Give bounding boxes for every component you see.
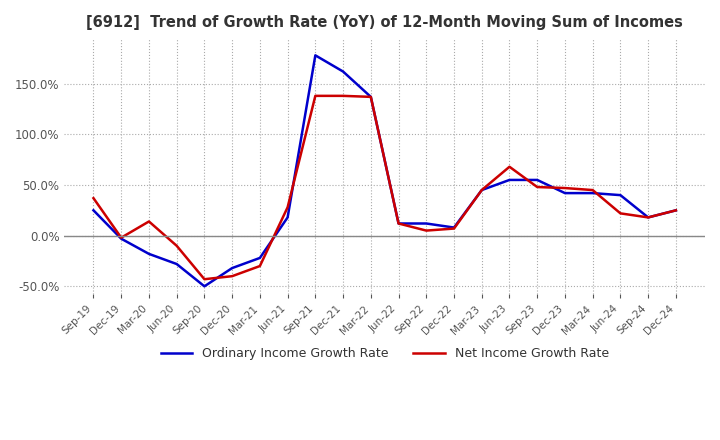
Net Income Growth Rate	[283, 205, 292, 210]
Ordinary Income Growth Rate	[477, 187, 486, 193]
Net Income Growth Rate	[311, 93, 320, 99]
Ordinary Income Growth Rate	[450, 225, 459, 230]
Ordinary Income Growth Rate	[117, 236, 125, 241]
Net Income Growth Rate	[422, 228, 431, 233]
Ordinary Income Growth Rate	[283, 215, 292, 220]
Net Income Growth Rate	[533, 184, 541, 190]
Ordinary Income Growth Rate	[422, 221, 431, 226]
Ordinary Income Growth Rate	[339, 69, 348, 74]
Ordinary Income Growth Rate	[616, 192, 625, 198]
Line: Net Income Growth Rate: Net Income Growth Rate	[94, 96, 676, 279]
Ordinary Income Growth Rate	[256, 255, 264, 260]
Net Income Growth Rate	[395, 221, 403, 226]
Ordinary Income Growth Rate	[311, 53, 320, 58]
Ordinary Income Growth Rate	[200, 284, 209, 289]
Ordinary Income Growth Rate	[533, 177, 541, 183]
Net Income Growth Rate	[477, 187, 486, 193]
Ordinary Income Growth Rate	[145, 251, 153, 257]
Ordinary Income Growth Rate	[561, 191, 570, 196]
Ordinary Income Growth Rate	[228, 265, 236, 271]
Ordinary Income Growth Rate	[505, 177, 514, 183]
Net Income Growth Rate	[228, 274, 236, 279]
Net Income Growth Rate	[644, 215, 652, 220]
Legend: Ordinary Income Growth Rate, Net Income Growth Rate: Ordinary Income Growth Rate, Net Income …	[156, 342, 613, 365]
Net Income Growth Rate	[672, 208, 680, 213]
Net Income Growth Rate	[200, 277, 209, 282]
Net Income Growth Rate	[145, 219, 153, 224]
Net Income Growth Rate	[366, 94, 375, 99]
Net Income Growth Rate	[561, 185, 570, 191]
Net Income Growth Rate	[505, 164, 514, 169]
Ordinary Income Growth Rate	[672, 208, 680, 213]
Ordinary Income Growth Rate	[366, 94, 375, 99]
Net Income Growth Rate	[117, 235, 125, 240]
Ordinary Income Growth Rate	[644, 215, 652, 220]
Net Income Growth Rate	[172, 243, 181, 249]
Net Income Growth Rate	[256, 264, 264, 269]
Title: [6912]  Trend of Growth Rate (YoY) of 12-Month Moving Sum of Incomes: [6912] Trend of Growth Rate (YoY) of 12-…	[86, 15, 683, 30]
Ordinary Income Growth Rate	[395, 221, 403, 226]
Line: Ordinary Income Growth Rate: Ordinary Income Growth Rate	[94, 55, 676, 286]
Net Income Growth Rate	[450, 226, 459, 231]
Ordinary Income Growth Rate	[172, 261, 181, 267]
Net Income Growth Rate	[588, 187, 597, 193]
Net Income Growth Rate	[89, 195, 98, 201]
Ordinary Income Growth Rate	[89, 208, 98, 213]
Net Income Growth Rate	[339, 93, 348, 99]
Ordinary Income Growth Rate	[588, 191, 597, 196]
Net Income Growth Rate	[616, 211, 625, 216]
